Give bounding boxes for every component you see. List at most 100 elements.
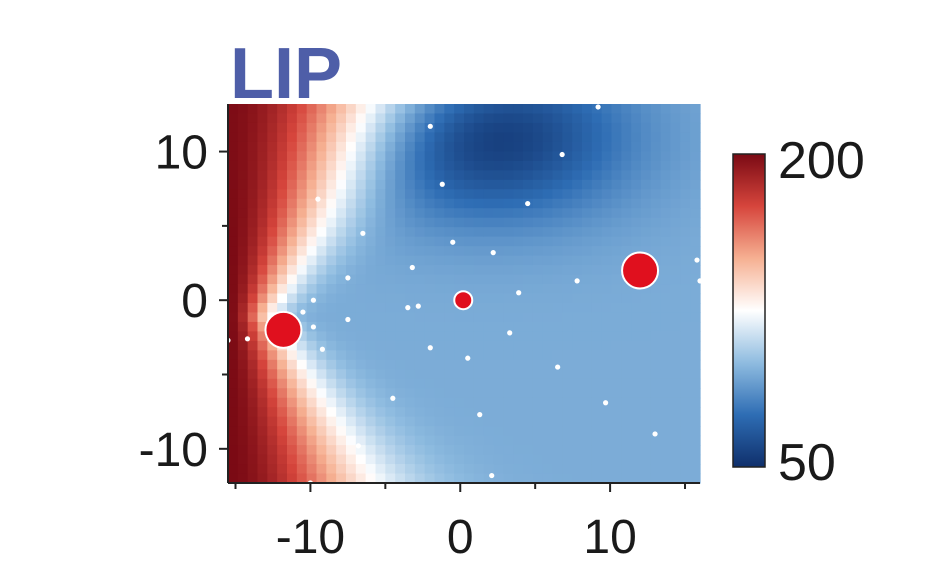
heatmap-cell bbox=[306, 416, 318, 427]
heatmap-cell bbox=[326, 454, 337, 465]
sample-point bbox=[439, 181, 445, 187]
heatmap-cell bbox=[483, 340, 495, 351]
heatmap-cell bbox=[395, 359, 406, 370]
heatmap-cell bbox=[405, 435, 416, 446]
heatmap-cell bbox=[306, 217, 318, 228]
heatmap-cell bbox=[316, 179, 327, 190]
heatmap-cell bbox=[493, 227, 504, 238]
heatmap-cell bbox=[257, 179, 268, 190]
heatmap-cell bbox=[346, 208, 357, 219]
heatmap-cell bbox=[611, 340, 622, 351]
heatmap-cell bbox=[296, 284, 308, 295]
heatmap-cell bbox=[542, 445, 554, 456]
heatmap-cell bbox=[493, 246, 504, 257]
heatmap-cell bbox=[503, 454, 514, 465]
heatmap-cell bbox=[513, 454, 524, 465]
heatmap-cell bbox=[375, 170, 386, 181]
heatmap-cell bbox=[660, 473, 672, 484]
heatmap-cell bbox=[267, 435, 278, 446]
heatmap-cell bbox=[582, 397, 593, 408]
heatmap-cell bbox=[405, 151, 416, 162]
heatmap-cell bbox=[513, 104, 524, 115]
heatmap-cell bbox=[336, 321, 347, 332]
heatmap-cell bbox=[572, 284, 583, 295]
heatmap-cell bbox=[660, 378, 672, 389]
heatmap-cell bbox=[493, 274, 504, 285]
heatmap-cell bbox=[296, 340, 308, 351]
heatmap-cell bbox=[237, 179, 249, 190]
heatmap-cell bbox=[523, 369, 534, 380]
heatmap-cell bbox=[562, 246, 573, 257]
heatmap-cell bbox=[621, 359, 632, 370]
heatmap-cell bbox=[306, 473, 318, 484]
heatmap-cell bbox=[336, 454, 347, 465]
heatmap-cell bbox=[375, 445, 386, 456]
heatmap-cell bbox=[414, 340, 426, 351]
heatmap-cell bbox=[611, 293, 622, 304]
heatmap-cell bbox=[277, 473, 288, 484]
heatmap-cell bbox=[523, 160, 534, 171]
heatmap-cell bbox=[316, 104, 327, 115]
heatmap-cell bbox=[444, 359, 455, 370]
heatmap-cell bbox=[355, 464, 367, 475]
heatmap-cell bbox=[336, 122, 347, 134]
heatmap-cell bbox=[247, 331, 259, 342]
heatmap-cell bbox=[444, 179, 455, 190]
heatmap-cell bbox=[523, 122, 534, 134]
heatmap-cell bbox=[424, 246, 436, 257]
heatmap-cell bbox=[542, 179, 554, 190]
heatmap-cell bbox=[434, 255, 445, 266]
heatmap-cell bbox=[296, 179, 308, 190]
heatmap-cell bbox=[601, 473, 613, 484]
heatmap-cell bbox=[414, 179, 426, 190]
heatmap-cell bbox=[454, 388, 465, 399]
heatmap-cell bbox=[385, 378, 396, 389]
heatmap-cell bbox=[631, 340, 642, 351]
heatmap-cell bbox=[247, 473, 259, 484]
heatmap-cell bbox=[483, 246, 495, 257]
heatmap-cell bbox=[591, 435, 603, 446]
heatmap-cell bbox=[493, 141, 504, 152]
heatmap-cell bbox=[237, 170, 249, 181]
heatmap-cell bbox=[621, 369, 632, 380]
heatmap-cell bbox=[464, 426, 475, 437]
heatmap-cell bbox=[267, 189, 278, 200]
heatmap-cell bbox=[228, 217, 239, 228]
heatmap-cell bbox=[473, 473, 485, 484]
heatmap-cell bbox=[228, 397, 239, 408]
heatmap-cell bbox=[414, 312, 426, 323]
heatmap-cell bbox=[562, 198, 573, 209]
heatmap-cell bbox=[532, 274, 544, 285]
heatmap-cell bbox=[542, 473, 554, 484]
heatmap-cell bbox=[503, 198, 514, 209]
heatmap-cell bbox=[483, 227, 495, 238]
heatmap-cell bbox=[247, 321, 259, 332]
heatmap-cell bbox=[670, 369, 681, 380]
heatmap-cell bbox=[424, 359, 436, 370]
heatmap-cell bbox=[690, 113, 701, 124]
heatmap-cell bbox=[454, 265, 465, 276]
heatmap-cell bbox=[454, 426, 465, 437]
heatmap-cell bbox=[385, 331, 396, 342]
heatmap-cell bbox=[434, 179, 445, 190]
heatmap-cell bbox=[228, 293, 239, 304]
heatmap-cell bbox=[228, 236, 239, 247]
heatmap-cell bbox=[257, 388, 268, 399]
heatmap-cell bbox=[414, 265, 426, 276]
heatmap-cell bbox=[680, 265, 691, 276]
heatmap-cell bbox=[483, 388, 495, 399]
heatmap-cell bbox=[660, 397, 672, 408]
heatmap-cell bbox=[582, 170, 593, 181]
heatmap-cell bbox=[650, 113, 662, 124]
heatmap-cell bbox=[523, 189, 534, 200]
heatmap-cell bbox=[650, 359, 662, 370]
sample-point bbox=[603, 400, 609, 406]
heatmap-cell bbox=[621, 198, 632, 209]
heatmap-cell bbox=[257, 217, 268, 228]
heatmap-cell bbox=[572, 321, 583, 332]
heatmap-cell bbox=[247, 302, 259, 314]
heatmap-cell bbox=[591, 445, 603, 456]
heatmap-cell bbox=[591, 388, 603, 399]
heatmap-cell bbox=[464, 274, 475, 285]
heatmap-cell bbox=[237, 274, 249, 285]
